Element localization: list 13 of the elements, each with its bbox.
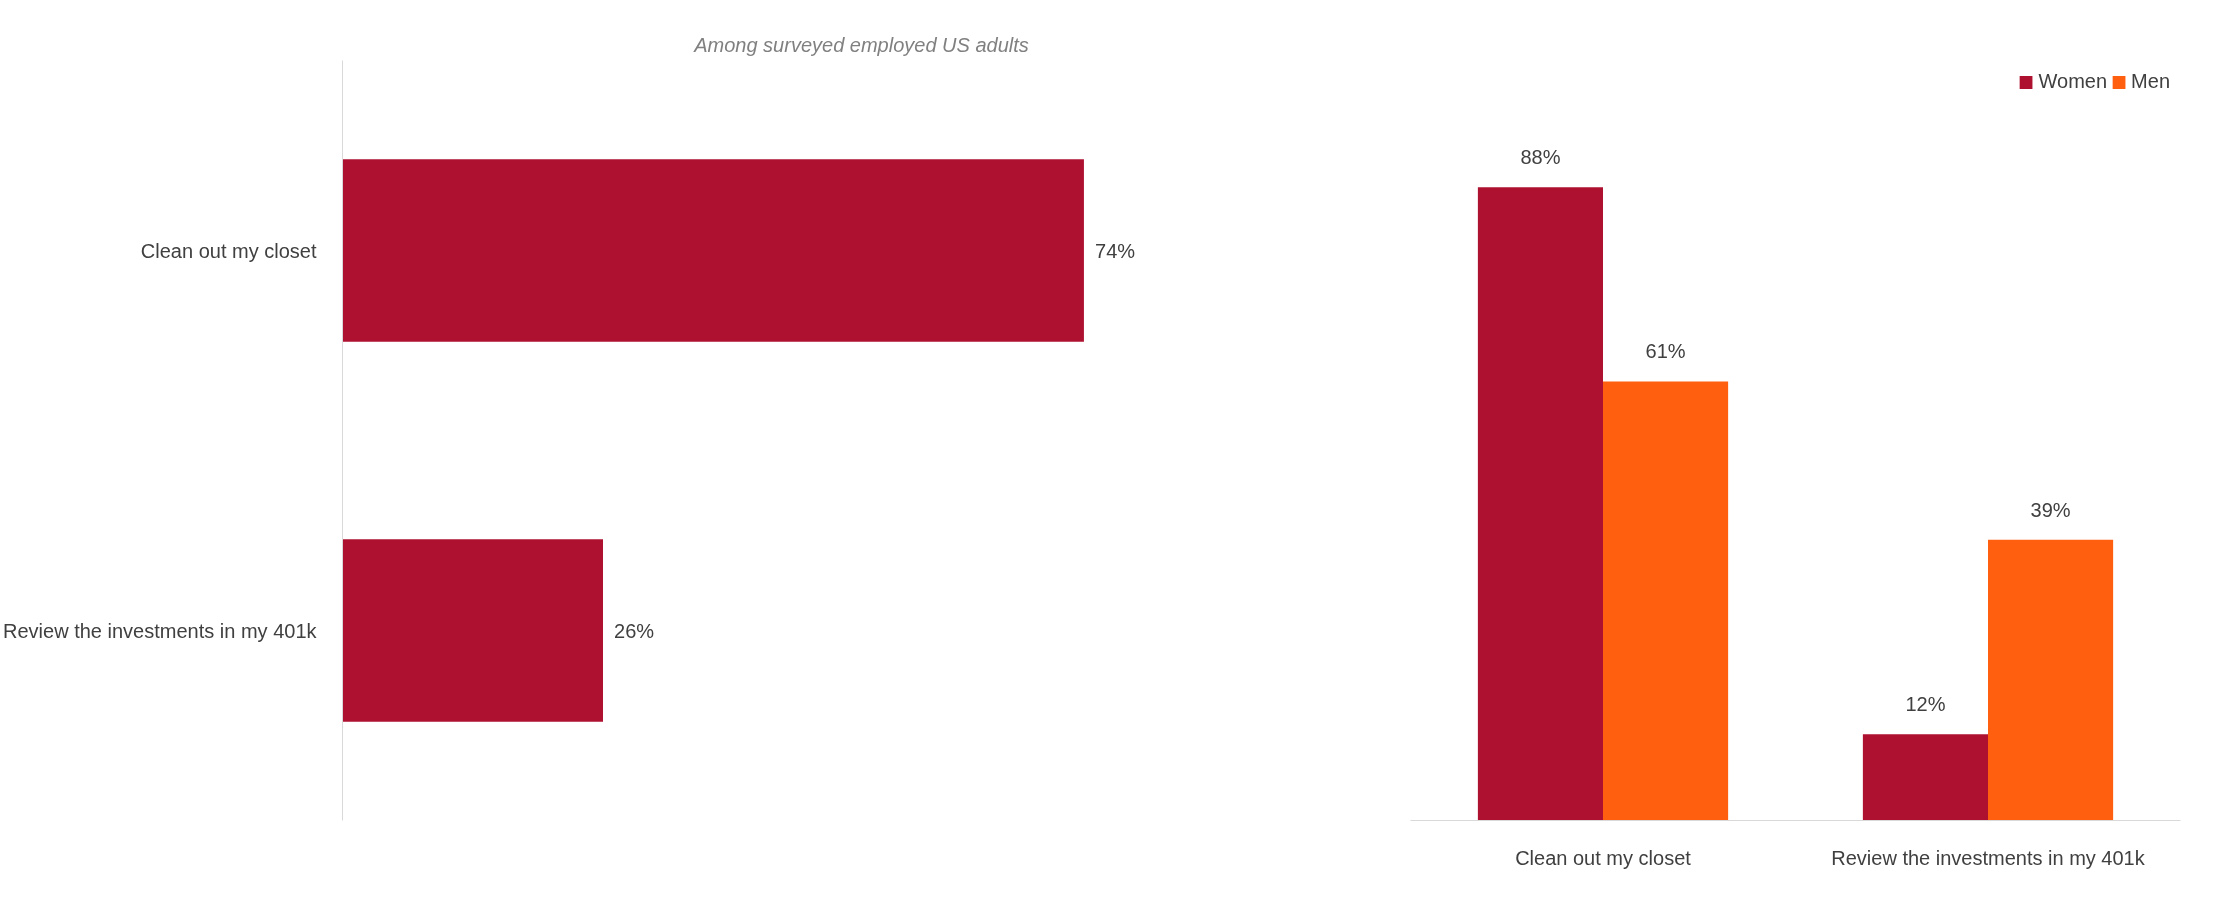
bar <box>1862 734 1988 821</box>
data-label: 39% <box>2030 498 2071 521</box>
bar <box>1603 381 1729 821</box>
legend-label: Men <box>2131 70 2170 93</box>
data-label: 26% <box>614 619 655 642</box>
bar <box>1477 187 1603 821</box>
chart-subtitle: Among surveyed employed US adults <box>693 33 1029 56</box>
data-label: 12% <box>1905 693 1946 716</box>
legend-label: Women <box>2038 70 2108 93</box>
data-label: 74% <box>1095 239 1136 262</box>
bar <box>1988 539 2114 821</box>
data-label: 88% <box>1520 146 1561 169</box>
data-label: 61% <box>1645 340 1686 363</box>
